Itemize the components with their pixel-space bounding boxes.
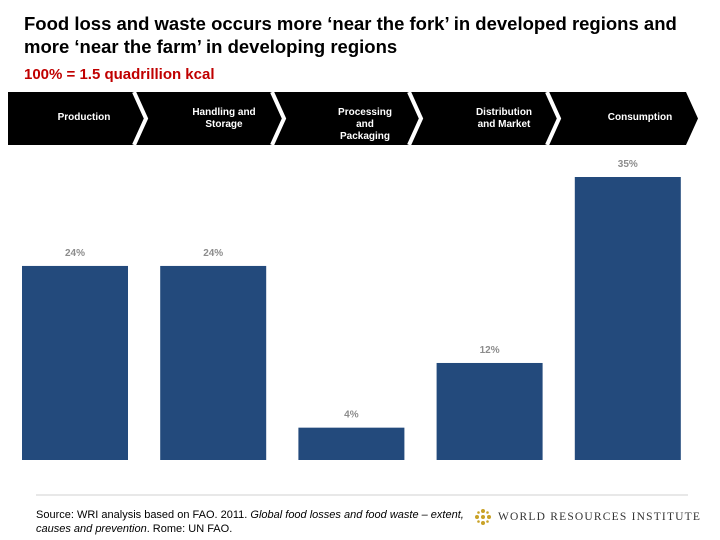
chart-title: Food loss and waste occurs more ‘near th… [24,13,677,57]
source-text: Source: WRI analysis based on FAO. 2011. [36,509,251,521]
stage-label: Processing and Packaging [338,107,392,142]
stage-label: Production [57,112,111,123]
source-end: . Rome: UN FAO. [146,523,233,535]
stage-label: Consumption [607,112,673,123]
logo: WORLD RESOURCES INSTITUTE [474,508,701,526]
logo-mark [475,509,491,525]
value-label: 12% [480,345,500,356]
bar [298,427,405,460]
bar [574,177,681,460]
stage-band [8,92,698,145]
bar [22,265,128,460]
stage-label: Distribution and Market [475,107,533,130]
value-label: 24% [65,248,85,259]
source-italic: Global food losses and food waste – exte… [36,509,464,535]
bar [436,362,543,460]
organization-name: WORLD RESOURCES INSTITUTE [498,511,702,523]
arrow-tip [686,92,698,145]
value-label: 4% [344,410,359,421]
chevrons [132,91,562,146]
bar [160,265,267,460]
source-note: Source: WRI analysis based on FAO. 2011.… [36,508,466,536]
chart-subtitle: 100% = 1.5 quadrillion kcal [24,66,215,83]
value-label: 35% [618,159,638,170]
value-label: 24% [203,248,223,259]
stage-label: Handling and Storage [192,107,256,130]
